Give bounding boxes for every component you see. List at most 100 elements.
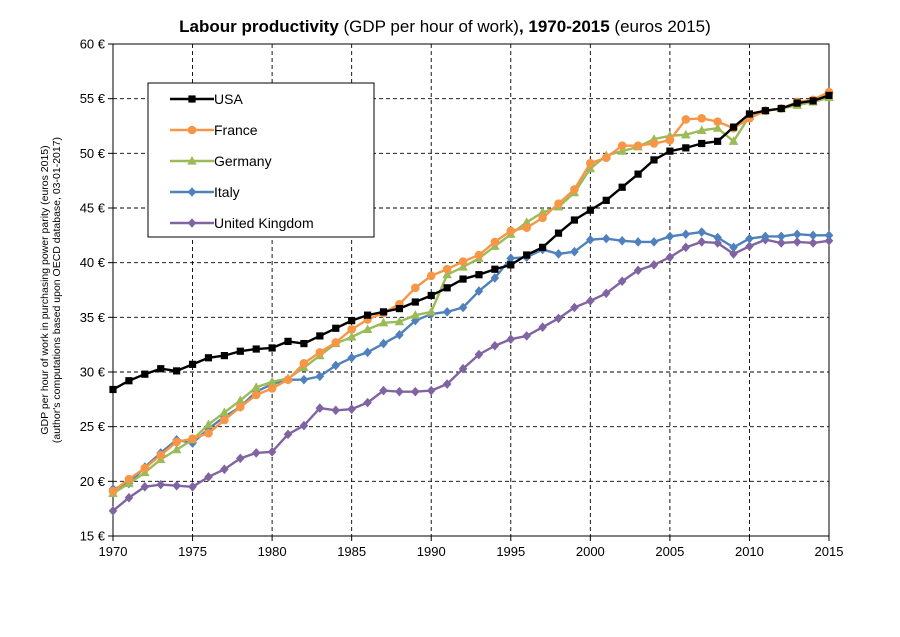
chart-title: Labour productivity (GDP per hour of wor…: [179, 17, 711, 36]
data-point-united-kingdom: [379, 385, 388, 396]
data-point-united-kingdom: [586, 296, 595, 306]
data-point-france: [124, 474, 134, 484]
data-point-usa: [714, 137, 722, 145]
data-point-usa: [379, 308, 388, 316]
data-point-united-kingdom: [474, 349, 484, 360]
data-point-france: [108, 486, 118, 496]
data-point-france: [570, 185, 579, 194]
data-point-usa: [109, 385, 117, 394]
data-point-germany: [235, 395, 246, 405]
data-point-usa: [427, 291, 435, 300]
data-point-united-kingdom: [347, 404, 356, 414]
data-point-usa: [793, 99, 801, 107]
data-point-usa: [666, 147, 674, 155]
data-point-italy: [586, 234, 595, 245]
data-point-usa: [284, 337, 292, 345]
data-point-france: [188, 434, 197, 443]
data-point-usa: [729, 123, 738, 131]
data-point-france: [538, 213, 547, 223]
data-point-united-kingdom: [124, 492, 134, 503]
data-point-united-kingdom: [188, 482, 197, 492]
data-point-united-kingdom: [745, 241, 754, 252]
data-point-united-kingdom: [617, 276, 627, 287]
data-point-germany: [394, 316, 405, 326]
legend-item-united-kingdom: United Kingdom: [170, 215, 314, 231]
data-point-italy: [506, 253, 516, 264]
data-point-united-kingdom: [411, 386, 420, 397]
data-point-united-kingdom: [729, 249, 738, 259]
data-point-italy: [315, 371, 325, 382]
data-point-usa: [300, 339, 308, 348]
series-line-italy: [112, 230, 829, 491]
y-tick-label: 30 €: [80, 365, 106, 380]
data-point-germany: [617, 146, 627, 155]
legend-label-united-kingdom: United Kingdom: [214, 215, 314, 231]
y-tick-label: 25 €: [80, 419, 106, 434]
data-point-united-kingdom: [108, 506, 118, 516]
data-point-italy: [824, 230, 834, 241]
data-point-italy: [776, 231, 786, 242]
data-point-france: [713, 117, 722, 126]
data-point-usa: [602, 196, 610, 204]
data-point-usa: [411, 298, 419, 306]
data-point-usa: [507, 261, 515, 269]
data-point-usa: [698, 139, 706, 148]
series-usa: [109, 91, 833, 394]
data-point-france: [633, 141, 643, 150]
data-point-usa: [634, 170, 642, 178]
data-point-france: [681, 115, 691, 124]
data-point-france: [347, 325, 356, 334]
data-point-italy: [411, 315, 420, 326]
x-tick-label: 1990: [417, 544, 446, 559]
data-point-united-kingdom: [458, 363, 468, 374]
plot-area-frame: [112, 43, 830, 537]
y-axis-label-line-2: (author's computations based upon OECD d…: [51, 137, 63, 443]
data-point-usa: [618, 183, 626, 191]
data-point-france: [172, 437, 181, 447]
data-point-france: [220, 415, 229, 425]
data-point-united-kingdom: [665, 252, 675, 262]
data-point-usa: [252, 345, 260, 353]
data-point-france: [617, 141, 627, 150]
data-point-usa: [475, 271, 483, 279]
data-point-france: [140, 463, 150, 473]
data-point-italy: [554, 249, 563, 259]
data-point-italy: [331, 360, 341, 371]
legend: USA France Germany Italy United Kingdom: [147, 82, 375, 238]
data-point-italy: [490, 273, 500, 283]
legend-marker-germany: [187, 156, 197, 165]
data-point-italy: [729, 242, 738, 253]
data-point-usa: [125, 377, 133, 385]
data-point-germany: [362, 324, 373, 333]
data-point-france: [315, 348, 325, 357]
data-point-germany: [346, 332, 357, 341]
data-point-germany: [171, 444, 182, 454]
data-point-italy: [617, 236, 627, 246]
data-point-germany: [442, 269, 452, 279]
x-tick-label: 1995: [496, 544, 525, 559]
data-point-italy: [745, 233, 754, 244]
data-point-united-kingdom: [283, 429, 293, 440]
data-point-united-kingdom: [792, 237, 802, 247]
legend-marker-france: [187, 125, 197, 135]
y-axis-label-line-1: GDP per hour of work in purchasing power…: [39, 145, 51, 434]
data-point-france: [204, 428, 213, 438]
data-point-usa: [348, 317, 356, 325]
data-point-france: [267, 384, 277, 393]
legend-item-italy: Italy: [170, 184, 240, 200]
data-point-italy: [474, 286, 484, 296]
data-point-usa: [523, 251, 531, 259]
y-tick-label: 35 €: [80, 310, 106, 325]
chart-title-normal-1: (GDP per hour of work): [339, 17, 519, 36]
legend-marker-united-kingdom: [187, 218, 197, 228]
x-tick-label: 2000: [576, 544, 605, 559]
data-point-italy: [761, 231, 770, 242]
data-point-united-kingdom: [267, 447, 277, 457]
data-point-italy: [299, 374, 309, 385]
data-point-germany: [712, 123, 723, 132]
data-point-italy: [347, 352, 356, 363]
data-point-italy: [379, 338, 388, 349]
data-point-united-kingdom: [633, 265, 643, 276]
legend-item-usa: USA: [170, 91, 243, 107]
